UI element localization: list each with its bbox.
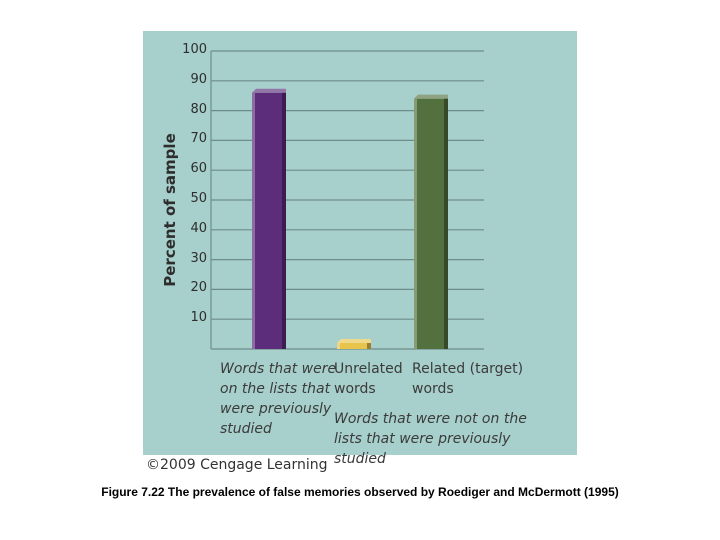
x-category-label: Unrelated words [334,359,403,399]
x-category-label-line: Words that were [220,361,337,377]
bar-top [414,94,448,99]
y-tick-label: 80 [190,101,207,117]
x-category-label-line: words [412,381,454,397]
bar [414,94,448,350]
bar-front [414,98,448,350]
x-category-label-line: were previously [220,401,332,417]
y-tick-label: 90 [190,71,207,87]
y-axis-title-text: Percent of sample [161,133,179,287]
group-label-line: Words that were not on the [334,411,527,427]
group-label: Words that were not on the lists that wer… [334,409,564,469]
y-tick-label: 40 [190,220,207,236]
bar-front [252,92,286,349]
x-category-label-line: Unrelated [334,361,403,377]
copyright-notice: ©2009 Cengage Learning [146,457,328,473]
bar-top [252,88,286,93]
y-tick-label: 30 [190,250,207,266]
chart-panel: 10 20 30 40 50 60 70 80 90 100 Percent of sample … [143,31,577,467]
x-category-label-line: on the lists that [220,381,331,397]
bar [252,88,286,349]
x-category-label-line: words [334,381,376,397]
figure-caption: Figure 7.22 The prevalence of false memo… [101,485,619,499]
x-category-label: Related (target) words [412,359,523,399]
chart-plot [210,50,484,350]
bar [337,339,371,349]
bar-side [282,92,286,349]
bar-highlight [252,92,255,349]
y-tick-label: 60 [190,161,207,177]
bar-highlight [414,98,417,350]
x-category-label-line: studied [220,421,272,437]
group-label-line: lists that were previously studied [334,431,511,467]
y-tick-label: 20 [190,280,207,296]
bar-side [444,98,448,350]
bar-top [337,339,371,344]
y-tick-label: 50 [190,191,207,206]
bar-highlight [337,343,340,349]
y-tick-label: 10 [190,310,207,326]
x-category-label: Words that were on the lists that were pre… [220,359,336,439]
y-tick-label: 70 [190,131,207,147]
x-category-label-line: Related (target) [412,361,524,377]
y-tick-label: 100 [182,42,207,57]
bar-front [337,343,371,349]
bar-side [367,343,371,349]
